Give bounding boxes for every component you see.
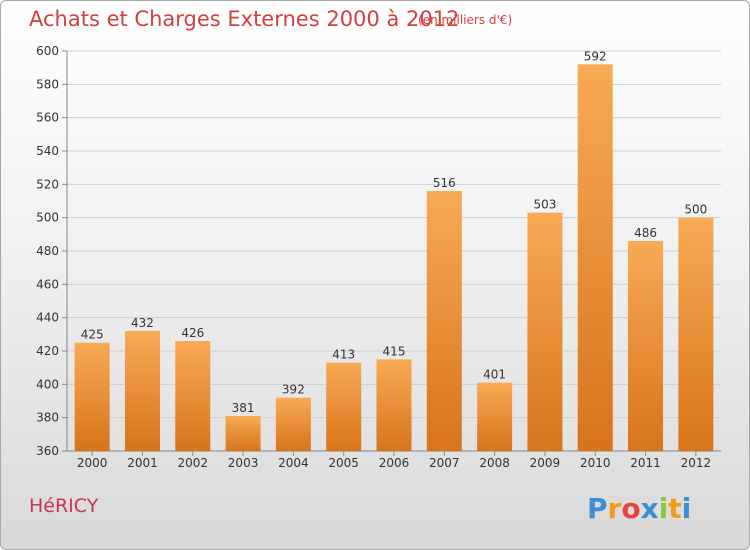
x-tick-label: 2000 — [77, 456, 108, 470]
y-tick-label: 460 — [36, 277, 59, 291]
bar-2002 — [175, 341, 211, 451]
y-tick-label: 440 — [36, 311, 59, 325]
x-tick-label: 2007 — [429, 456, 460, 470]
y-tick-label: 520 — [36, 177, 59, 191]
x-tick-label: 2003 — [228, 456, 259, 470]
data-label: 413 — [332, 348, 355, 362]
x-tick-label: 2005 — [328, 456, 359, 470]
data-label: 516 — [433, 176, 456, 190]
y-tick-label: 420 — [36, 344, 59, 358]
x-tick-label: 2008 — [479, 456, 510, 470]
data-label: 425 — [81, 328, 104, 342]
data-labels: 425 432 426 381 392 413 415 516 401 503 592 486 500 — [81, 49, 708, 415]
bars — [74, 64, 714, 452]
bar-2011 — [628, 241, 664, 451]
data-label: 415 — [383, 344, 406, 358]
proxiti-logo: Proxiti — [587, 492, 691, 525]
x-tick-label: 2010 — [580, 456, 611, 470]
data-label: 503 — [533, 198, 556, 212]
data-label: 592 — [584, 49, 607, 63]
y-tick-label: 380 — [36, 411, 59, 425]
bar-2001 — [124, 331, 160, 451]
data-label: 432 — [131, 316, 154, 330]
data-label: 401 — [483, 368, 506, 382]
bar-2008 — [477, 382, 513, 451]
bar-2006 — [376, 359, 412, 451]
bar-2005 — [326, 362, 362, 451]
y-tick-label: 580 — [36, 77, 59, 91]
data-label: 500 — [684, 203, 707, 217]
commune-name: HéRICY — [29, 495, 99, 517]
svg-text:Proxiti: Proxiti — [587, 492, 691, 525]
data-label: 426 — [181, 326, 204, 340]
bar-2000 — [74, 342, 110, 451]
axes: 360 380 400 420 440 460 480 500 520 540 560 580 600 2… — [36, 44, 721, 470]
data-label: 486 — [634, 226, 657, 240]
y-tick-label: 560 — [36, 111, 59, 125]
x-tick-label: 2011 — [630, 456, 661, 470]
x-tick-label: 2001 — [127, 456, 158, 470]
y-tick-label: 500 — [36, 211, 59, 225]
y-tick-label: 400 — [36, 377, 59, 391]
x-tick-label: 2012 — [681, 456, 712, 470]
bar-2004 — [275, 397, 311, 451]
x-tick-label: 2009 — [530, 456, 561, 470]
bar-2012 — [678, 217, 714, 451]
data-label: 392 — [282, 383, 305, 397]
x-tick-label: 2006 — [379, 456, 410, 470]
y-tick-label: 540 — [36, 144, 59, 158]
bar-2010 — [577, 64, 613, 452]
y-tick-label: 360 — [36, 444, 59, 458]
chart-subtitle: (en milliers d'€) — [418, 13, 513, 27]
chart-title: Achats et Charges Externes 2000 à 2012 — [29, 7, 460, 31]
bar-2003 — [225, 416, 261, 451]
bar-2007 — [426, 191, 462, 451]
x-tick-label: 2004 — [278, 456, 309, 470]
data-label: 381 — [232, 401, 255, 415]
x-tick-label: 2002 — [177, 456, 208, 470]
bar-2009 — [527, 212, 563, 451]
y-tick-label: 600 — [36, 44, 59, 58]
y-tick-label: 480 — [36, 244, 59, 258]
